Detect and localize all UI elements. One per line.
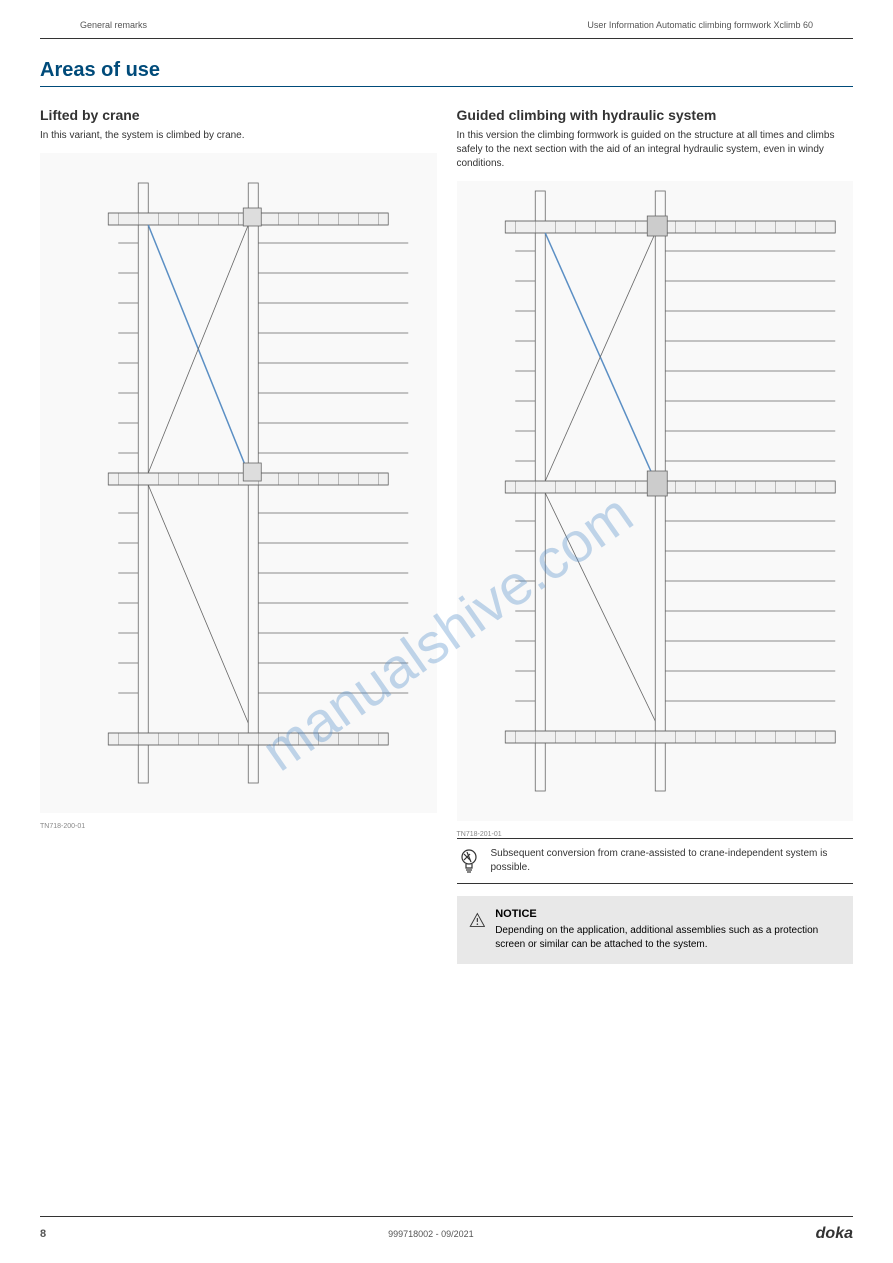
lightbulb-icon [457, 847, 481, 875]
note-box: Subsequent conversion from crane-assiste… [457, 838, 854, 884]
right-description: In this version the climbing formwork is… [457, 129, 854, 171]
header-document-title: User Information Automatic climbing form… [587, 20, 813, 30]
right-diagram [457, 181, 854, 821]
footer-doc-id: 999718002 - 09/2021 [388, 1229, 474, 1239]
notice-text: Depending on the application, additional… [495, 924, 841, 952]
title-underline [40, 86, 853, 87]
notice-content: NOTICE Depending on the application, add… [495, 908, 841, 952]
columns-container: Lifted by crane In this variant, the sys… [40, 107, 853, 964]
page-title: Areas of use [40, 59, 853, 82]
left-subtitle: Lifted by crane [40, 107, 437, 123]
content-area: Areas of use Lifted by crane In this var… [0, 39, 893, 984]
hydraulic-climbing-diagram [457, 181, 854, 821]
right-subtitle: Guided climbing with hydraulic system [457, 107, 854, 123]
left-column: Lifted by crane In this variant, the sys… [40, 107, 437, 964]
right-caption: TN718-201-01 [457, 831, 854, 838]
notice-title: NOTICE [495, 908, 841, 920]
page-number: 8 [40, 1228, 46, 1240]
left-caption: TN718-200-01 [40, 823, 437, 830]
header-section-label: General remarks [80, 20, 147, 30]
right-column: Guided climbing with hydraulic system In… [457, 107, 854, 964]
left-description: In this variant, the system is climbed b… [40, 129, 437, 143]
crane-lifted-diagram [40, 153, 437, 813]
notice-box: NOTICE Depending on the application, add… [457, 896, 854, 964]
page-header: General remarks User Information Automat… [40, 0, 853, 39]
page-footer: 8 999718002 - 09/2021 doka [40, 1216, 853, 1243]
doka-logo: doka [816, 1225, 853, 1243]
warning-icon [469, 908, 486, 932]
left-diagram [40, 153, 437, 813]
note-text: Subsequent conversion from crane-assiste… [491, 847, 854, 875]
